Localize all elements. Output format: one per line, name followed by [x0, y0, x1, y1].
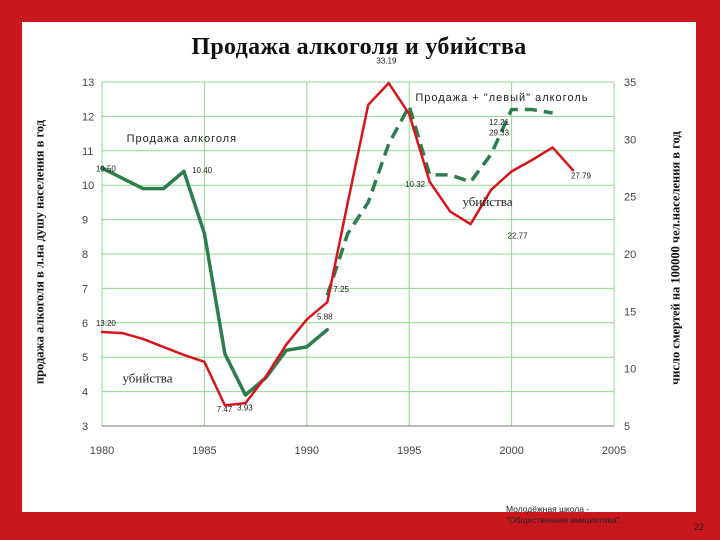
y-tick-left-label: 11 — [82, 146, 93, 158]
value-annotation: 27.79 — [571, 171, 592, 180]
y-tick-left-label: 3 — [82, 421, 88, 433]
y-tick-right-label: 20 — [624, 249, 636, 261]
value-annotation: 7.25 — [333, 285, 349, 294]
value-annotation: 13.20 — [96, 319, 117, 328]
value-annotation: 10.32 — [405, 180, 426, 189]
y-tick-left-label: 8 — [82, 249, 88, 261]
series-label-murders-top: убийства — [462, 194, 512, 209]
y-tick-right-label: 5 — [624, 421, 630, 433]
y-tick-right-label: 15 — [624, 306, 636, 318]
series-line-1 — [325, 104, 553, 296]
series-label-sales: Продажа алкоголя — [127, 133, 238, 145]
series-line-2 — [100, 81, 575, 407]
y-tick-right-label: 35 — [624, 77, 636, 89]
value-annotation: 22.77 — [508, 232, 529, 241]
series-label-left-alcohol: Продажа + "левый" алкоголь — [415, 92, 588, 104]
y-tick-left-label: 12 — [82, 111, 94, 123]
x-tick-label: 1985 — [192, 445, 216, 457]
x-tick-label: 1995 — [397, 445, 421, 457]
footer-line-2: "Общественная инициатива". — [506, 515, 623, 525]
x-tick-label: 1990 — [295, 445, 319, 457]
y-tick-right-label: 30 — [624, 134, 636, 146]
y-tick-right-label: 25 — [624, 192, 636, 204]
y-tick-left-label: 6 — [82, 318, 88, 330]
series-line-0 — [100, 166, 330, 397]
y-tick-left-label: 5 — [82, 352, 88, 364]
value-annotation: 12.21 — [489, 118, 510, 127]
x-tick-label: 2005 — [602, 445, 626, 457]
value-annotation: 10.50 — [96, 164, 117, 173]
page-number: 22 — [694, 522, 705, 532]
value-annotation: 3.93 — [237, 404, 253, 413]
value-annotation: 33.19 — [376, 57, 397, 66]
y-tick-left-label: 9 — [82, 215, 88, 227]
x-tick-label: 2000 — [499, 445, 523, 457]
value-annotation: 10.40 — [192, 166, 213, 175]
y-tick-right-label: 10 — [624, 364, 636, 376]
slide-title: Продажа алкоголя и убийства — [191, 34, 527, 60]
value-annotation: 7.47 — [217, 405, 233, 414]
footer-line-1: Молодёжная школа - — [506, 504, 590, 514]
y-tick-left-label: 7 — [82, 283, 88, 295]
value-annotation: 5.88 — [317, 312, 333, 321]
y-tick-left-label: 13 — [82, 77, 94, 89]
footer-note: Молодёжная школа - "Общественная инициат… — [506, 504, 666, 526]
x-tick-label: 1980 — [90, 445, 114, 457]
series-label-murders-bottom: убийства — [122, 370, 172, 385]
slide: Продажа алкоголя и убийства Молодёжная ш… — [22, 22, 704, 532]
value-annotation: 29.33 — [489, 128, 510, 137]
y-tick-left-label: 10 — [82, 180, 94, 192]
y-tick-left-label: 4 — [82, 387, 88, 399]
